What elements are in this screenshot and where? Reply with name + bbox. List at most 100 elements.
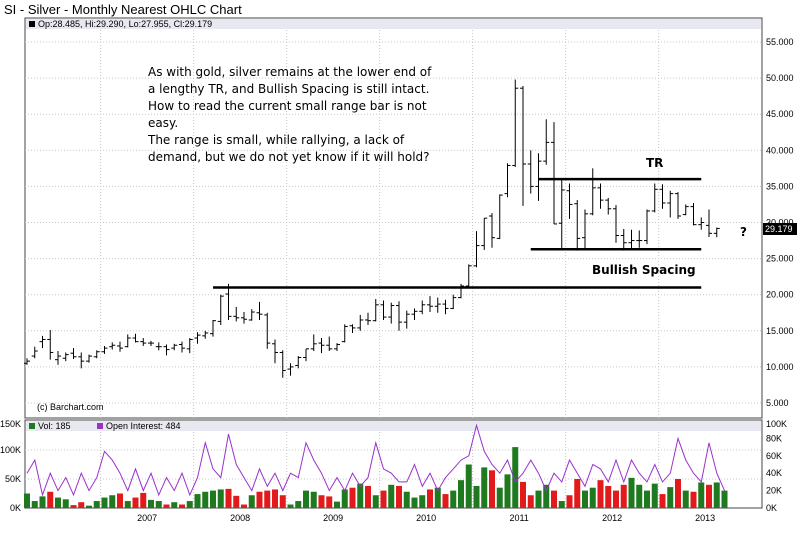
volume-bar bbox=[225, 488, 232, 508]
volume-bar bbox=[241, 504, 247, 508]
volume-bar bbox=[140, 492, 147, 508]
ohlc-bar bbox=[566, 183, 573, 219]
volume-bar bbox=[326, 496, 333, 508]
ohlc-bar bbox=[148, 340, 154, 346]
ohlc-bar bbox=[543, 119, 550, 165]
oi-tick-label: 40K bbox=[766, 468, 782, 478]
ohlc-bar bbox=[628, 229, 635, 250]
ohlc-bar bbox=[427, 296, 433, 313]
ohlc-bar bbox=[504, 163, 511, 198]
ohlc-bar bbox=[93, 350, 100, 359]
volume-bar bbox=[589, 487, 596, 508]
ohlc-bar bbox=[163, 344, 170, 356]
ohlc-bar bbox=[202, 330, 209, 339]
volume-bar bbox=[318, 495, 325, 508]
price-tick-label: 30.000 bbox=[766, 218, 794, 228]
commentary-line-6: demand, but we do not yet know if it wil… bbox=[148, 150, 430, 164]
volume-bar bbox=[101, 497, 108, 508]
volume-bar bbox=[39, 496, 46, 508]
price-tick-label: 20.000 bbox=[766, 290, 794, 300]
volume-bar bbox=[202, 491, 209, 508]
volume-bar bbox=[427, 489, 433, 508]
ohlc-bar bbox=[303, 348, 309, 362]
ohlc-bar bbox=[527, 150, 534, 194]
volume-bar bbox=[543, 484, 550, 508]
volume-bars bbox=[24, 447, 728, 508]
volume-bar bbox=[504, 474, 511, 508]
ohlc-bar bbox=[318, 338, 325, 354]
ohlc-bar bbox=[171, 343, 178, 351]
volume-bar bbox=[272, 489, 278, 508]
volume-bar bbox=[357, 483, 364, 508]
volume-bar bbox=[233, 495, 240, 508]
ohlc-bar bbox=[256, 301, 263, 320]
volume-bar bbox=[47, 491, 54, 508]
ohlc-bar bbox=[574, 200, 581, 251]
ohlc-bar bbox=[86, 354, 92, 363]
volume-bar bbox=[675, 479, 681, 508]
ohlc-bar bbox=[380, 300, 387, 320]
ohlc-bar bbox=[39, 335, 46, 349]
ohlc-bar bbox=[210, 319, 216, 337]
volume-bar bbox=[349, 487, 356, 508]
ohlc-bar bbox=[55, 351, 61, 365]
volume-bar bbox=[303, 490, 309, 508]
volume-bar bbox=[628, 477, 635, 508]
volume-bar bbox=[148, 499, 154, 508]
price-axis: 5.000 10.000 15.000 20.000 25.000 30.000 35.00… bbox=[766, 37, 794, 408]
ohlc-bar bbox=[194, 332, 201, 344]
volume-bar bbox=[698, 482, 705, 508]
year-tick-label: 2008 bbox=[230, 513, 250, 523]
volume-bar bbox=[279, 495, 286, 508]
volume-bar bbox=[70, 505, 77, 508]
volume-legend: Vol: 185 bbox=[38, 421, 71, 431]
volume-bar bbox=[713, 482, 720, 508]
tr-label: TR bbox=[646, 156, 663, 170]
volume-bar bbox=[721, 490, 728, 508]
year-tick-label: 2007 bbox=[137, 513, 157, 523]
ohlc-bar bbox=[241, 312, 247, 324]
volume-bar bbox=[210, 490, 216, 508]
ohlc-bar bbox=[47, 330, 54, 360]
ohlc-bar bbox=[651, 183, 658, 213]
ohlc-bar bbox=[675, 192, 681, 219]
volume-bar bbox=[481, 467, 488, 508]
volume-bar bbox=[597, 480, 604, 508]
annotation-lines bbox=[213, 177, 702, 289]
volume-bar bbox=[574, 479, 581, 508]
volume-tick-label: 50K bbox=[5, 474, 21, 484]
ohlc-bar bbox=[334, 343, 340, 352]
ohlc-bar bbox=[690, 203, 697, 226]
price-tick-label: 40.000 bbox=[766, 145, 794, 155]
volume-bar bbox=[388, 484, 395, 508]
volume-tick-label: 0K bbox=[10, 503, 21, 513]
commentary-text: As with gold, silver remains at the lowe… bbox=[147, 65, 435, 164]
volume-bar bbox=[287, 504, 294, 508]
volume-bar bbox=[465, 464, 472, 508]
ohlc-bar bbox=[613, 205, 619, 243]
price-panel: Op:28.485, Hi:29.290, Lo:27.955, Cl:29.1… bbox=[24, 17, 797, 419]
price-tick-label: 10.000 bbox=[766, 362, 794, 372]
oi-tick-label: 80K bbox=[766, 433, 782, 443]
ohlc-bar bbox=[357, 314, 364, 331]
ohlc-bar bbox=[644, 209, 650, 245]
ohlc-bar bbox=[31, 346, 38, 359]
ohlc-readout: Op:28.485, Hi:29.290, Lo:27.955, Cl:29.1… bbox=[38, 19, 212, 29]
volume-bar bbox=[264, 490, 271, 508]
commentary-line-1: As with gold, silver remains at the lowe… bbox=[148, 65, 432, 79]
volume-bar bbox=[434, 487, 441, 508]
ohlc-bar bbox=[496, 194, 503, 240]
volume-bar bbox=[558, 501, 565, 508]
volume-bar bbox=[419, 495, 426, 508]
volume-bar bbox=[62, 499, 69, 508]
volume-bar bbox=[24, 493, 30, 508]
ohlc-bar bbox=[310, 334, 317, 352]
volume-bar bbox=[566, 495, 573, 508]
ohlc-bar bbox=[520, 86, 526, 206]
ohlc-bar bbox=[620, 228, 627, 251]
volume-bar bbox=[55, 497, 61, 508]
ohlc-readout-band bbox=[26, 19, 761, 29]
ohlc-bar bbox=[582, 209, 588, 250]
ohlc-bar bbox=[450, 294, 457, 310]
volume-panel: Vol: 185 Open Interest: 484 0K 50K 100K 150… bbox=[0, 419, 787, 513]
